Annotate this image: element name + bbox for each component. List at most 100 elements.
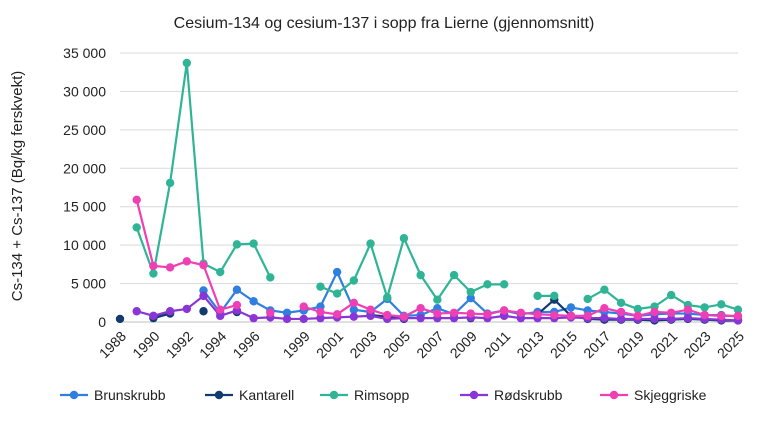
legend: Brunskrubb Kantarell Rimsopp Rødskrubb Skjeg… bbox=[60, 387, 707, 403]
data-point bbox=[316, 313, 325, 323]
data-point bbox=[633, 311, 642, 321]
data-point bbox=[533, 310, 542, 319]
legend-marker bbox=[329, 390, 339, 400]
data-point bbox=[182, 257, 192, 266]
data-point bbox=[650, 307, 659, 317]
y-axis-label: Cs-134 + Cs-137 (Bq/kg ferskvekt) bbox=[9, 71, 26, 302]
data-point bbox=[349, 276, 359, 285]
data-point bbox=[182, 304, 192, 314]
data-point bbox=[616, 314, 626, 324]
y-tick-label: 25 000 bbox=[63, 122, 106, 138]
y-tick-label: 30 000 bbox=[63, 83, 106, 99]
legend-label: Rødskrubb bbox=[494, 387, 563, 403]
data-point bbox=[483, 280, 492, 289]
legend-label: Skjeggriske bbox=[634, 387, 707, 403]
data-point bbox=[600, 313, 609, 323]
x-tick-label: 2007 bbox=[413, 328, 446, 361]
data-point bbox=[566, 311, 576, 321]
data-point bbox=[733, 311, 743, 321]
data-point bbox=[199, 307, 208, 316]
gridlines bbox=[120, 52, 738, 323]
x-tick-label: 2021 bbox=[647, 328, 680, 361]
x-tick-label: 2005 bbox=[380, 328, 413, 361]
data-point bbox=[433, 295, 442, 304]
data-point bbox=[182, 58, 192, 68]
x-tick-label: 1990 bbox=[129, 328, 162, 361]
data-point bbox=[165, 178, 175, 188]
series-line bbox=[320, 237, 505, 301]
legend-marker bbox=[469, 390, 479, 400]
data-point bbox=[399, 234, 409, 243]
data-point bbox=[132, 195, 141, 204]
data-point bbox=[449, 270, 459, 280]
data-point bbox=[600, 303, 609, 313]
x-tick-label: 1994 bbox=[196, 328, 229, 361]
data-point bbox=[349, 312, 359, 321]
x-tick-label: 2001 bbox=[313, 328, 346, 361]
legend-label: Rimsopp bbox=[354, 387, 409, 403]
series-group bbox=[115, 58, 743, 325]
data-point bbox=[132, 307, 141, 316]
data-point bbox=[366, 305, 375, 314]
y-tick-label: 5 000 bbox=[71, 276, 106, 292]
series-line bbox=[135, 199, 238, 311]
data-point bbox=[165, 307, 175, 316]
legend-marker bbox=[214, 390, 224, 400]
data-point bbox=[332, 289, 342, 298]
y-tick-labels: 0 5 000 10 000 15 000 20 000 25 000 30 000 35 0… bbox=[63, 45, 106, 330]
data-point bbox=[232, 285, 242, 294]
data-point bbox=[366, 239, 375, 248]
data-point bbox=[466, 293, 475, 303]
data-point bbox=[332, 310, 342, 319]
x-tick-label: 2009 bbox=[447, 328, 480, 361]
data-point bbox=[316, 307, 325, 317]
data-point bbox=[533, 291, 542, 301]
data-point bbox=[550, 310, 559, 320]
chart-title: Cesium-134 og cesium-137 i sopp fra Lier… bbox=[174, 15, 595, 32]
data-point bbox=[349, 298, 359, 307]
data-point bbox=[149, 269, 158, 278]
data-point bbox=[666, 314, 676, 324]
data-point bbox=[433, 309, 442, 318]
data-point bbox=[249, 313, 258, 323]
data-point bbox=[666, 308, 676, 317]
y-tick-label: 20 000 bbox=[63, 160, 106, 176]
data-point bbox=[499, 306, 509, 315]
data-point bbox=[282, 314, 292, 324]
legend-label: Kantarell bbox=[239, 387, 294, 403]
data-point bbox=[416, 303, 425, 313]
legend-marker bbox=[609, 390, 619, 400]
data-point bbox=[650, 314, 659, 324]
x-tick-label: 1992 bbox=[163, 328, 196, 361]
x-tick-label: 2017 bbox=[580, 328, 613, 361]
data-point bbox=[499, 280, 509, 289]
data-point bbox=[700, 303, 709, 312]
x-tick-label: 1999 bbox=[280, 328, 313, 361]
data-point bbox=[633, 304, 642, 314]
legend-marker bbox=[69, 390, 79, 400]
data-point bbox=[583, 294, 592, 304]
data-point bbox=[165, 263, 175, 272]
data-point bbox=[516, 308, 526, 317]
data-point bbox=[216, 305, 225, 314]
series-2 bbox=[132, 58, 743, 314]
x-tick-label: 1996 bbox=[229, 328, 262, 361]
data-point bbox=[232, 240, 242, 249]
data-point bbox=[249, 239, 258, 248]
data-point bbox=[583, 311, 592, 321]
legend-label: Brunskrubb bbox=[94, 387, 166, 403]
data-point bbox=[299, 314, 308, 324]
data-point bbox=[616, 307, 626, 317]
data-point bbox=[266, 308, 275, 317]
data-point bbox=[149, 261, 158, 271]
data-point bbox=[266, 273, 275, 282]
data-point bbox=[199, 260, 208, 270]
data-point bbox=[416, 270, 425, 280]
data-point bbox=[616, 298, 626, 307]
x-tick-label: 2023 bbox=[680, 328, 713, 361]
data-point bbox=[717, 311, 726, 321]
data-point bbox=[332, 267, 342, 277]
data-point bbox=[216, 267, 225, 277]
data-point bbox=[149, 311, 158, 321]
